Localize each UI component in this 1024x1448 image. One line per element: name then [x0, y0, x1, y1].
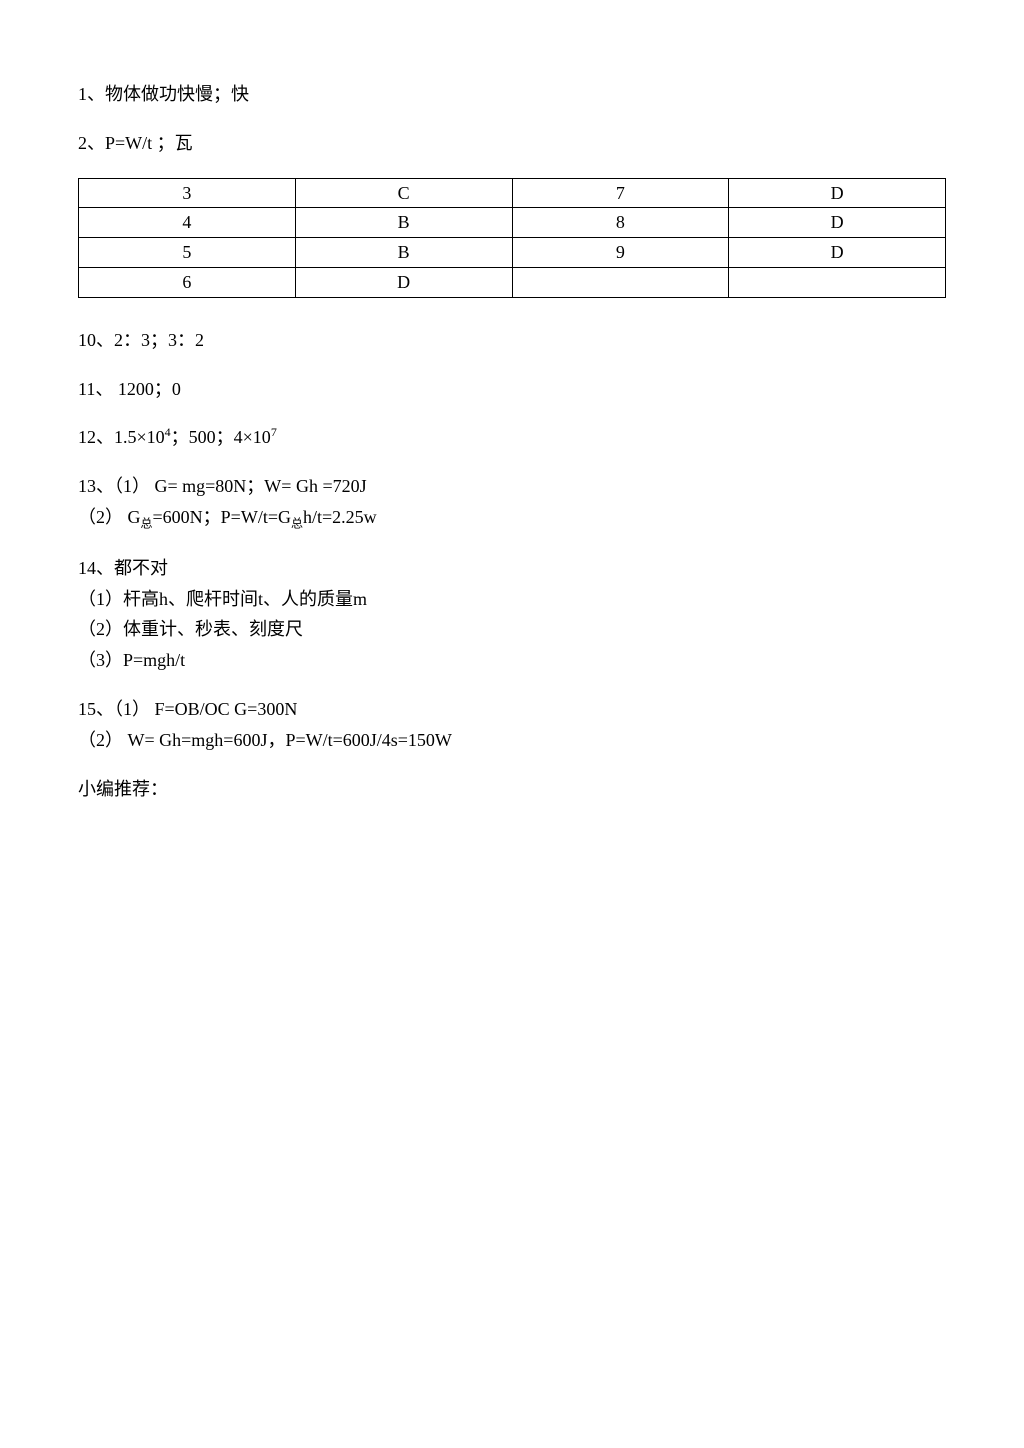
answer-table: 3 C 7 D 4 B 8 D 5 B 9 D 6 D — [78, 178, 946, 298]
table-cell — [512, 267, 729, 297]
text-part: =600N；P=W/t=G — [153, 507, 291, 527]
table-cell: D — [729, 178, 946, 208]
text-part: 12、1.5×10 — [78, 427, 165, 447]
table-row: 3 C 7 D — [79, 178, 946, 208]
answer-line-13a: 13、（1） G= mg=80N；W= Gh =720J — [78, 472, 946, 501]
table-row: 6 D — [79, 267, 946, 297]
text-part: ；500；4×10 — [171, 427, 271, 447]
table-cell: 3 — [79, 178, 296, 208]
table-cell: 8 — [512, 208, 729, 238]
table-row: 5 B 9 D — [79, 238, 946, 268]
footer-text: 小编推荐： — [78, 775, 946, 804]
answer-line-15b: （2） W= Gh=mgh=600J，P=W/t=600J/4s=150W — [78, 726, 946, 755]
subscript: 总 — [291, 517, 303, 531]
table-cell: D — [729, 208, 946, 238]
text-part: （2） G — [78, 507, 141, 527]
answer-line-1: 1、物体做功快慢；快 — [78, 80, 946, 109]
answer-line-11: 11、 1200；0 — [78, 375, 946, 404]
table-cell: B — [295, 208, 512, 238]
answer-block-13: 13、（1） G= mg=80N；W= Gh =720J （2） G总=600N… — [78, 472, 946, 534]
table-cell: 9 — [512, 238, 729, 268]
subscript: 总 — [141, 517, 153, 531]
table-cell: 6 — [79, 267, 296, 297]
answer-line-10: 10、2：3；3：2 — [78, 326, 946, 355]
table-cell — [729, 267, 946, 297]
table-row: 4 B 8 D — [79, 208, 946, 238]
answer-line-2: 2、P=W/t ；瓦 — [78, 129, 946, 158]
superscript: 7 — [271, 425, 277, 439]
table-cell: 7 — [512, 178, 729, 208]
table-cell: D — [295, 267, 512, 297]
table-cell: 5 — [79, 238, 296, 268]
table-cell: D — [729, 238, 946, 268]
answer-line-14a: 14、都不对 — [78, 554, 946, 583]
table-cell: 4 — [79, 208, 296, 238]
text-part: h/t=2.25w — [303, 507, 377, 527]
table-cell: C — [295, 178, 512, 208]
answer-line-14d: （3）P=mgh/t — [78, 646, 946, 675]
answer-block-15: 15、（1） F=OB/OC G=300N （2） W= Gh=mgh=600J… — [78, 695, 946, 755]
table-cell: B — [295, 238, 512, 268]
answer-line-15a: 15、（1） F=OB/OC G=300N — [78, 695, 946, 724]
answer-block-14: 14、都不对 （1）杆高h、爬杆时间t、人的质量m （2）体重计、秒表、刻度尺 … — [78, 554, 946, 675]
answer-line-13b: （2） G总=600N；P=W/t=G总h/t=2.25w — [78, 503, 946, 534]
answer-line-12: 12、1.5×104；500；4×107 — [78, 423, 946, 452]
answer-line-14b: （1）杆高h、爬杆时间t、人的质量m — [78, 585, 946, 614]
answer-line-14c: （2）体重计、秒表、刻度尺 — [78, 615, 946, 644]
